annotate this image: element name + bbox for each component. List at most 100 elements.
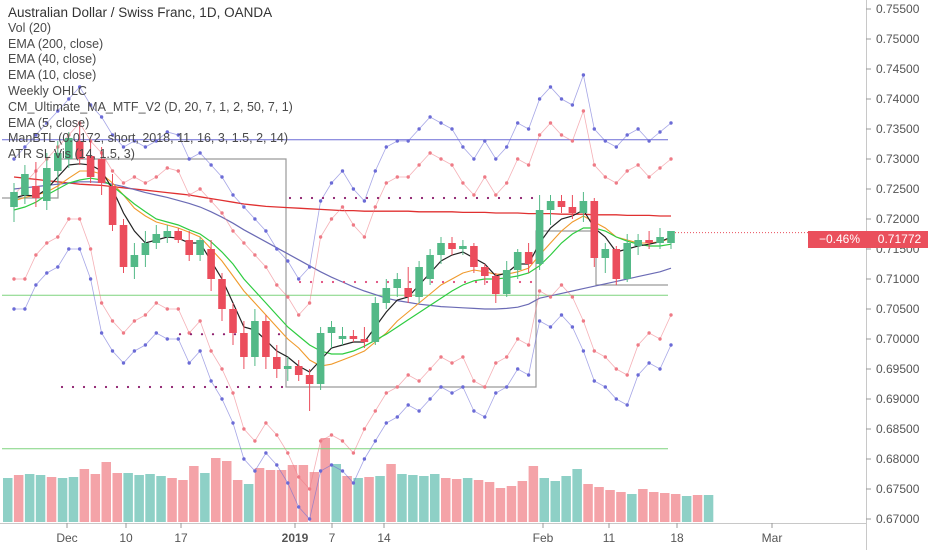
atr-lower-stop-marker bbox=[384, 391, 388, 395]
volume-bar bbox=[638, 489, 648, 522]
level-dots-lower-dot bbox=[60, 385, 64, 389]
atr-lower-stop-marker bbox=[132, 319, 137, 323]
level-dots-support bbox=[298, 280, 533, 284]
atr-lower-stop-marker bbox=[34, 253, 38, 257]
atr-upper-stop-marker bbox=[209, 199, 213, 203]
atr-upper-band-marker bbox=[559, 97, 564, 101]
atr-upper-band-marker bbox=[198, 151, 202, 155]
atr-lower-stop-marker bbox=[12, 277, 16, 281]
level-dots-lower-dot bbox=[225, 385, 229, 389]
atr-upper-stop-marker bbox=[505, 181, 509, 185]
candle bbox=[283, 357, 292, 381]
atr-upper-band bbox=[12, 73, 673, 281]
candle bbox=[360, 327, 369, 348]
legend-indicator[interactable]: EMA (40, close) bbox=[8, 52, 97, 67]
atr-lower-stop-marker bbox=[45, 241, 49, 245]
atr-upper-band-marker bbox=[570, 103, 575, 107]
volume-bar bbox=[681, 496, 692, 522]
atr-upper-stop-marker bbox=[329, 217, 334, 221]
legend-indicator[interactable]: CM_Ultimate_MA_MTF_V2 (D, 20, 7, 1, 2, 5… bbox=[8, 99, 293, 114]
x-tick-label: 2019 bbox=[282, 531, 309, 545]
atr-lower-stop-marker bbox=[472, 379, 476, 383]
candle-body bbox=[10, 192, 18, 207]
level-dots-lower-dot bbox=[148, 385, 152, 389]
atr-upper-band-marker bbox=[450, 127, 454, 131]
atr-lower-band-marker bbox=[176, 337, 180, 341]
atr-upper-band-marker bbox=[537, 97, 542, 101]
atr-upper-stop-marker bbox=[439, 157, 443, 161]
legend-indicator[interactable]: ATR SL Vis (14, 1.5, 3) bbox=[8, 147, 135, 162]
candle bbox=[448, 237, 456, 255]
atr-lower-stop-marker bbox=[669, 313, 673, 317]
atr-upper-stop-marker bbox=[395, 175, 399, 179]
atr-lower-stop-marker bbox=[592, 349, 596, 353]
volume-bar bbox=[112, 473, 122, 522]
candle-body bbox=[305, 375, 314, 384]
level-dots-support-dot bbox=[452, 280, 456, 284]
level-dots-support-dot bbox=[485, 280, 489, 284]
candle bbox=[513, 249, 522, 279]
atr-upper-band-marker bbox=[669, 121, 673, 125]
atr-upper-stop-marker bbox=[614, 181, 618, 185]
candle-body bbox=[316, 333, 325, 384]
atr-lower-stop-marker bbox=[559, 283, 564, 287]
atr-upper-band-marker bbox=[340, 169, 345, 173]
atr-upper-band-marker bbox=[526, 127, 531, 131]
atr-upper-stop-marker bbox=[110, 169, 115, 173]
legend-indicator[interactable]: ManBTL (0.0172, short, 2018, 11, 16, 3, … bbox=[8, 131, 289, 146]
atr-lower-stop-marker bbox=[417, 379, 421, 383]
level-dots-lower-dot bbox=[236, 385, 240, 389]
atr-lower-band-marker bbox=[658, 367, 662, 371]
volume-bar bbox=[550, 481, 560, 522]
atr-lower-band-marker bbox=[439, 385, 443, 389]
atr-lower-band-marker bbox=[461, 385, 465, 389]
atr-upper-band-marker bbox=[406, 139, 410, 143]
legend-indicator[interactable]: Vol (20) bbox=[8, 20, 52, 35]
atr-lower-stop-marker bbox=[537, 289, 542, 293]
candle-body bbox=[21, 174, 29, 195]
volume-bar bbox=[594, 487, 604, 522]
volume-bar bbox=[419, 476, 429, 522]
atr-upper-band-marker bbox=[110, 133, 115, 137]
candle bbox=[273, 345, 281, 378]
legend-indicator[interactable]: EMA (5, close) bbox=[8, 115, 90, 130]
atr-lower-band-marker bbox=[78, 247, 82, 251]
atr-lower-stop-marker bbox=[351, 451, 356, 455]
atr-upper-stop-marker bbox=[384, 181, 388, 185]
legend-indicator[interactable]: EMA (10, close) bbox=[8, 68, 97, 83]
volume-bar bbox=[35, 475, 46, 522]
atr-lower-band-marker bbox=[526, 373, 531, 377]
atr-lower-band-marker bbox=[395, 415, 399, 419]
candlesticks bbox=[10, 123, 675, 411]
candle-body bbox=[130, 255, 139, 267]
volume-bar bbox=[276, 470, 287, 522]
atr-upper-stop-marker bbox=[242, 241, 246, 245]
volume-bar bbox=[331, 464, 341, 522]
candle bbox=[43, 153, 51, 210]
atr-upper-band-marker bbox=[516, 121, 520, 125]
y-tick-label: 0.70500 bbox=[876, 302, 920, 316]
atr-lower-band-marker bbox=[231, 421, 235, 425]
legend-indicator[interactable]: EMA (200, close) bbox=[8, 36, 104, 51]
atr-upper-stop-marker bbox=[297, 313, 301, 317]
level-dots-upper-dot bbox=[431, 196, 435, 200]
atr-upper-band-marker bbox=[231, 193, 235, 197]
atr-lower-stop-marker bbox=[373, 409, 377, 413]
atr-lower-stop-marker bbox=[494, 361, 498, 365]
atr-lower-stop-marker bbox=[362, 427, 367, 431]
candle bbox=[21, 165, 29, 204]
atr-lower-band-marker bbox=[537, 319, 542, 323]
atr-lower-band-marker bbox=[56, 265, 60, 269]
candle-body bbox=[163, 231, 172, 237]
atr-lower-stop-marker bbox=[198, 319, 202, 323]
atr-lower-band-marker bbox=[34, 283, 38, 287]
atr-lower-band-marker bbox=[45, 271, 49, 275]
atr-lower-band-marker bbox=[242, 457, 246, 461]
legend-indicator[interactable]: Weekly OHLC bbox=[8, 83, 87, 98]
volume-bar bbox=[462, 478, 473, 522]
volume-bar bbox=[572, 469, 582, 522]
atr-upper-stop-marker bbox=[198, 187, 202, 191]
volume-bar bbox=[660, 493, 670, 522]
candle bbox=[579, 192, 588, 222]
